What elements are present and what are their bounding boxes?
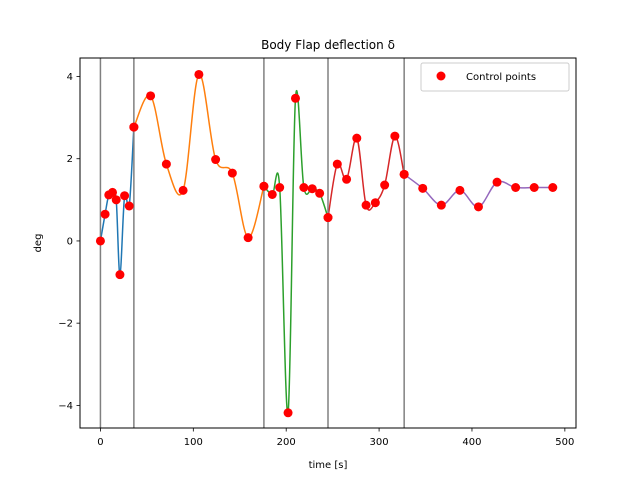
- markers-layer: [95, 69, 558, 418]
- control-point: [299, 183, 309, 192]
- y-ticks: −4 −2 0 2 4: [58, 72, 80, 412]
- control-point: [120, 191, 130, 201]
- x-axis-label: time [s]: [309, 460, 348, 471]
- control-point: [361, 200, 371, 210]
- lines-layer: [99, 73, 553, 414]
- control-point: [455, 185, 465, 195]
- y-tick-label: −4: [58, 401, 73, 412]
- control-point: [108, 187, 118, 197]
- axes-frame: [79, 57, 577, 429]
- control-point: [115, 270, 125, 280]
- control-point: [307, 184, 317, 194]
- chart-title: Body Flap deflection δ: [261, 38, 395, 52]
- control-point: [352, 133, 362, 143]
- x-tick-label: 300: [370, 437, 389, 448]
- control-point: [100, 209, 110, 219]
- control-point: [529, 183, 539, 192]
- control-point: [267, 189, 277, 199]
- control-point: [129, 122, 139, 132]
- vertical-lines-layer: [99, 58, 405, 428]
- control-point: [211, 155, 221, 165]
- control-point: [95, 236, 105, 246]
- control-point: [436, 200, 446, 210]
- control-point: [227, 168, 237, 178]
- x-tick-label: 100: [184, 437, 203, 448]
- control-point: [194, 69, 204, 79]
- control-point: [399, 169, 409, 179]
- control-point: [418, 183, 428, 193]
- control-point: [342, 174, 352, 184]
- control-point: [283, 408, 293, 418]
- control-point: [124, 201, 134, 211]
- series-line-3: [263, 89, 329, 414]
- x-tick-label: 200: [277, 437, 296, 448]
- control-point: [146, 91, 156, 101]
- y-axis-label: deg: [33, 234, 44, 253]
- control-point: [259, 181, 269, 191]
- control-point: [275, 183, 285, 192]
- control-point: [323, 213, 333, 223]
- control-point: [161, 159, 171, 169]
- legend: Control points: [420, 62, 570, 92]
- control-point: [178, 185, 188, 195]
- legend-marker: [436, 71, 446, 81]
- y-tick-label: 0: [67, 236, 73, 247]
- control-point: [511, 183, 521, 192]
- control-point: [370, 198, 380, 208]
- control-point: [390, 131, 400, 141]
- control-point: [243, 233, 253, 243]
- legend-box: [420, 62, 570, 92]
- control-point: [548, 183, 558, 192]
- y-tick-label: 4: [67, 72, 73, 83]
- y-tick-label: −2: [58, 319, 73, 330]
- control-point: [380, 180, 390, 190]
- y-tick-label: 2: [67, 154, 73, 165]
- legend-label: Control points: [466, 72, 536, 83]
- control-point: [290, 93, 300, 103]
- x-tick-label: 0: [97, 437, 103, 448]
- control-point: [473, 202, 483, 212]
- control-point: [315, 188, 325, 198]
- x-tick-label: 500: [555, 437, 574, 448]
- x-tick-label: 400: [462, 437, 481, 448]
- control-point: [111, 195, 121, 205]
- control-point: [332, 159, 342, 169]
- control-point: [492, 177, 502, 187]
- x-ticks: 0 100 200 300 400 500: [97, 428, 574, 448]
